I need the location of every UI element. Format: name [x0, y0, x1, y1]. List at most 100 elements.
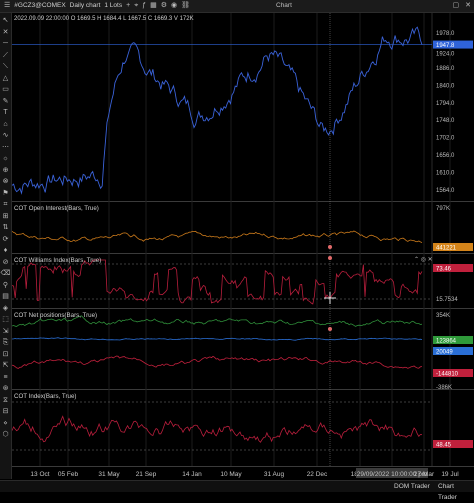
drawing-tool-icon[interactable]: ⊛: [2, 385, 9, 392]
drawing-tool-icon[interactable]: ⊟: [2, 408, 9, 415]
drawing-tool-icon[interactable]: ⊡: [2, 350, 9, 358]
drawing-tool-icon[interactable]: T: [3, 109, 8, 116]
price-axis-label: 1702.0: [436, 136, 455, 142]
drawing-tool-icon[interactable]: ⊞: [2, 212, 9, 220]
drawing-tool-icon[interactable]: ↖: [2, 17, 9, 24]
window-title: Chart: [276, 2, 292, 9]
net-red-badge: [433, 369, 473, 377]
top-toolbar: ☰ #GCZ3@COMEX Daily chart 1 Lots + ⌖ ƒ ▦…: [0, 0, 474, 13]
price-series-line[interactable]: [12, 26, 423, 195]
drawing-tool-icon[interactable]: ⬚: [2, 316, 9, 323]
drawing-tool-icon[interactable]: ∿: [2, 132, 9, 139]
net-positions-blue-line[interactable]: [12, 337, 423, 341]
chart-trader-tab[interactable]: Chart Trader: [438, 483, 457, 501]
price-axis-label: 1748.0: [436, 118, 455, 124]
drawing-tool-icon[interactable]: ⚑: [2, 189, 9, 197]
drawing-tool-icon[interactable]: ⇱: [2, 362, 9, 369]
drawing-tool-icon[interactable]: ⬡: [2, 431, 9, 438]
net-red-badge-text: -144810: [436, 372, 459, 378]
time-axis-label: 10 May: [220, 471, 242, 478]
dom-trader-tab[interactable]: DOM Trader: [394, 483, 430, 490]
time-axis-label: 14 Jan: [182, 471, 202, 478]
drawing-tool-icon[interactable]: ─: [3, 40, 8, 47]
pane-label-cot-index: COT Index(Bars, True): [14, 393, 76, 400]
drawing-tool-icon[interactable]: ⇅: [2, 224, 9, 231]
williams-index-line[interactable]: [12, 259, 423, 305]
drawing-tool-icon[interactable]: ▭: [2, 86, 9, 93]
drawing-tool-icon[interactable]: ▤: [2, 293, 9, 300]
maximize-icon[interactable]: ▢: [452, 2, 460, 9]
link-icon[interactable]: ⛓: [181, 2, 190, 9]
time-axis-label: 27 Mar: [414, 471, 435, 478]
oi-axis-label: 797K: [436, 206, 450, 212]
symbol-selector[interactable]: #GCZ3@COMEX: [14, 2, 66, 9]
net-axis-top-label: 354K: [436, 313, 450, 319]
timeframe-selector[interactable]: Daily chart: [69, 2, 101, 9]
drawing-tool-icon[interactable]: ⟋: [3, 51, 8, 59]
price-axis-label: 1656.0: [436, 153, 455, 159]
net-axis-bottom-label: -386K: [436, 385, 452, 391]
net-positions-green-line[interactable]: [12, 315, 423, 327]
drawing-tool-icon[interactable]: ⊘: [2, 258, 9, 266]
lots-selector[interactable]: 1 Lots: [104, 2, 123, 9]
drawing-tool-icon[interactable]: ◈: [2, 304, 9, 312]
williams-value-badge: [433, 264, 473, 272]
pane-label-open-interest: COT Open Interest(Bars, True): [14, 205, 99, 212]
crosshair-icon[interactable]: ⌖: [134, 2, 139, 9]
price-axis-label: 1840.0: [436, 83, 455, 89]
time-axis-label: 21 Sep: [136, 471, 157, 478]
plus-icon[interactable]: +: [126, 2, 131, 9]
drawing-toolbar: ↖ ✕ ─ ⟋ ⟍ △ ▭ ✎ T ⌂ ∿ ⋯ ☼ ⊕ ⊗ ⚑ ⌗ ⊞ ⇅ ⟳ ♦ ⊘ ⌫ ⚲ ▤ ◈ ⬚ ⇲ ⎘ ⊡ ⇱ ≡ ⊛ ⧖ ⊟ ⋄ ⬡: [0, 13, 12, 479]
crosshair-marker: [328, 327, 332, 331]
drawing-tool-icon[interactable]: ✕: [2, 28, 9, 36]
williams-value-badge-text: 73.46: [436, 267, 452, 273]
net-positions-red-line[interactable]: [12, 355, 423, 369]
price-axis-label: 1794.0: [436, 101, 455, 107]
cot-value-badge: [433, 440, 473, 448]
drawing-tool-icon[interactable]: ⌫: [0, 270, 11, 277]
net-green-badge-text: 123864: [436, 339, 457, 345]
drawing-tool-icon[interactable]: ⚲: [2, 281, 9, 289]
drawing-tool-icon[interactable]: ⋯: [2, 143, 9, 151]
grid-icon[interactable]: ▦: [150, 2, 157, 9]
time-axis-label: 13 Oct: [30, 471, 49, 478]
oi-value-badge: [433, 243, 473, 251]
drawing-tool-icon[interactable]: ✎: [2, 97, 9, 105]
drawing-tool-icon[interactable]: ⊕: [2, 166, 9, 174]
drawing-tool-icon[interactable]: ☼: [2, 155, 9, 162]
menu-icon[interactable]: ☰: [4, 2, 11, 9]
pane-label-williams: COT Williams Index(Bars, True): [14, 257, 101, 264]
drawing-tool-icon[interactable]: ≡: [3, 373, 8, 381]
drawing-tool-icon[interactable]: ⎘: [2, 339, 9, 346]
drawing-tool-icon[interactable]: ⇲: [2, 327, 9, 335]
net-green-badge: [433, 336, 473, 344]
ohlc-readout: 2022.09.09 22:00:00 O 1669.5 H 1684.4 L …: [14, 16, 194, 22]
chart-canvas[interactable]: 1978.0 1924.0 1886.0 1840.0 1794.0 1748.0 1702…: [12, 13, 474, 479]
close-icon[interactable]: ✕: [465, 2, 471, 9]
drawing-tool-icon[interactable]: ⌂: [3, 120, 8, 128]
price-axis-label: 1924.0: [436, 52, 455, 58]
drawing-tool-icon[interactable]: △: [2, 74, 9, 82]
time-axis-label: 29/09/2022 10:00:00 pm: [357, 471, 427, 478]
drawing-tool-icon[interactable]: ⌗: [3, 201, 8, 208]
open-interest-line[interactable]: [12, 230, 423, 243]
cot-index-line[interactable]: [12, 415, 423, 443]
drawing-tool-icon[interactable]: ♦: [3, 247, 8, 254]
bottom-bar: DOM Trader Chart Trader: [0, 480, 474, 501]
price-axis-label: 1610.0: [436, 170, 455, 176]
indicator-icon[interactable]: ƒ: [142, 2, 147, 9]
pane-controls[interactable]: ⌃ ◎ ✕: [414, 256, 433, 263]
time-axis-label: 19 Jul: [441, 471, 459, 478]
drawing-tool-icon[interactable]: ⟳: [2, 235, 9, 243]
drawing-tool-icon[interactable]: ⋄: [3, 419, 8, 427]
price-axis-label: 1564.0: [436, 188, 455, 194]
drawing-tool-icon[interactable]: ⊗: [2, 178, 9, 185]
settings-icon[interactable]: ⚙: [160, 2, 167, 9]
drawing-tool-icon[interactable]: ⟍: [3, 63, 8, 70]
last-price-badge-text: 1947.8: [436, 43, 455, 49]
time-axis-label: 31 Aug: [264, 471, 285, 478]
price-axis-label: 1978.0: [436, 31, 455, 37]
drawing-tool-icon[interactable]: ⧖: [3, 396, 8, 404]
camera-icon[interactable]: ◉: [170, 2, 178, 9]
